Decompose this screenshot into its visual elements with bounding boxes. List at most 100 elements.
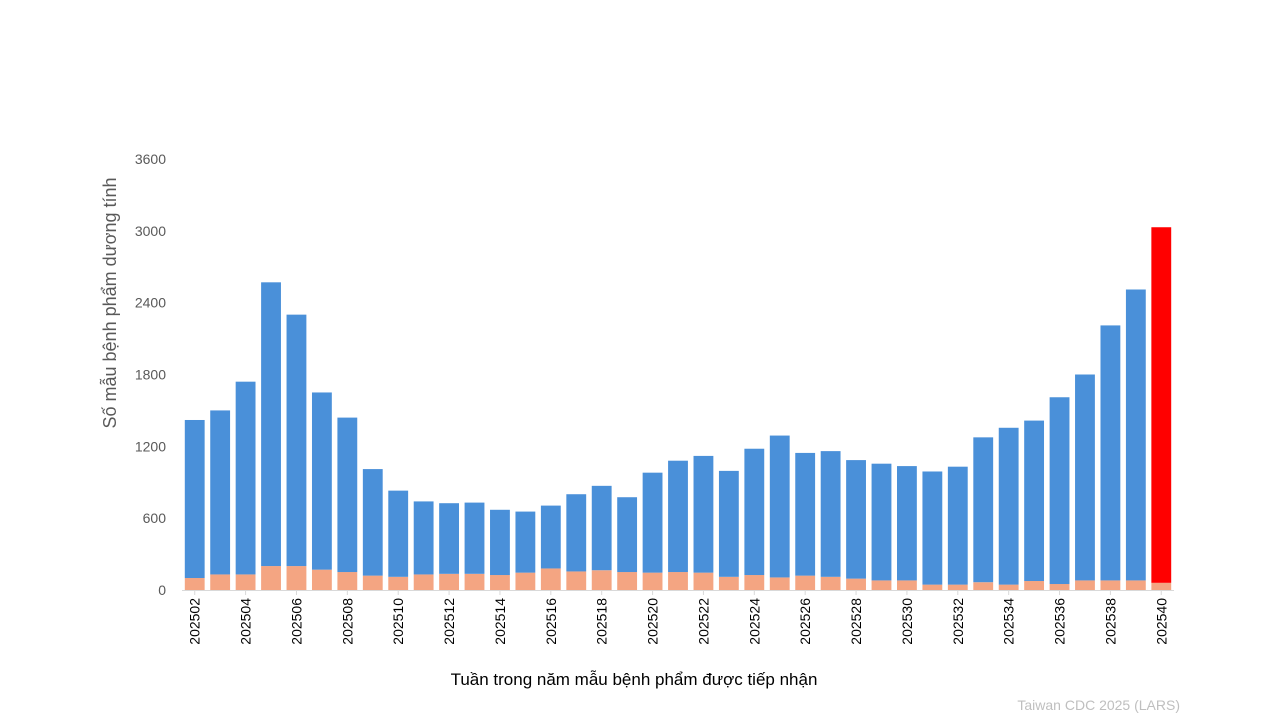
bar-202527-series-2 bbox=[820, 451, 841, 577]
bar-202519-series-2 bbox=[617, 497, 638, 573]
x-tick-label: 202512 bbox=[441, 598, 457, 645]
bar-202520-series-2 bbox=[642, 472, 663, 573]
bar-202537-series-1 bbox=[1075, 580, 1095, 590]
bar-202528-series-1 bbox=[846, 578, 866, 590]
bar-202526-series-2 bbox=[795, 452, 816, 576]
bar-202507-series-2 bbox=[311, 392, 332, 570]
bar-202522-series-2 bbox=[693, 455, 714, 573]
bar-202502-series-1 bbox=[184, 578, 205, 590]
x-tick-label: 202530 bbox=[899, 598, 915, 645]
bar-202536-series-1 bbox=[1049, 584, 1070, 590]
x-axis-ticks: 202502 202504 202506 202508 202510 202512 2025… bbox=[187, 590, 1169, 645]
bar-202523-series-2 bbox=[718, 470, 739, 577]
bar-202506-series-1 bbox=[286, 566, 307, 590]
x-tick-label: 202504 bbox=[238, 598, 254, 645]
x-tick-label: 202522 bbox=[695, 598, 711, 645]
x-tick-label: 202502 bbox=[187, 598, 203, 645]
bar-202531-series-2 bbox=[922, 471, 943, 585]
y-tick-label: 3600 bbox=[135, 151, 166, 167]
bar-202530-series-1 bbox=[897, 580, 917, 590]
bar-202511-series-1 bbox=[413, 574, 434, 590]
bar-202539-series-2 bbox=[1125, 289, 1146, 581]
x-tick-label: 202516 bbox=[543, 598, 559, 645]
bar-202513-series-2 bbox=[464, 502, 485, 574]
x-tick-label: 202520 bbox=[645, 598, 661, 645]
bar-202505-series-2 bbox=[261, 282, 281, 567]
bar-202512-series-2 bbox=[439, 503, 459, 574]
bar-202516-series-1 bbox=[540, 568, 561, 590]
bar-202517-series-2 bbox=[566, 494, 587, 572]
x-tick-label: 202508 bbox=[339, 598, 355, 645]
y-tick-label: 0 bbox=[158, 582, 166, 598]
bar-202513-series-1 bbox=[464, 573, 485, 590]
bar-202535-series-1 bbox=[1024, 581, 1045, 590]
x-axis-label: Tuần trong năm mẫu bệnh phẩm được tiếp n… bbox=[451, 670, 818, 689]
x-tick-label: 202506 bbox=[289, 598, 305, 645]
bar-202508-series-1 bbox=[337, 572, 358, 590]
bar-202519-series-1 bbox=[617, 572, 638, 590]
bar-202538-series-1 bbox=[1100, 580, 1121, 590]
bar-202530-series-2 bbox=[897, 466, 917, 581]
y-axis-ticks: 0 600 1200 1800 2400 3000 3600 bbox=[135, 151, 166, 598]
bar-202503-series-1 bbox=[210, 574, 231, 590]
bar-202527-series-1 bbox=[820, 576, 841, 590]
bar-202521-series-1 bbox=[668, 572, 688, 590]
bar-202524-series-2 bbox=[744, 448, 765, 576]
bar-202504-series-1 bbox=[235, 574, 256, 590]
x-tick-label: 202518 bbox=[594, 598, 610, 645]
bar-202532-series-2 bbox=[947, 466, 968, 585]
bar-202540-series-2 bbox=[1151, 227, 1172, 583]
y-tick-label: 2400 bbox=[135, 295, 166, 311]
bar-202525-series-2 bbox=[769, 435, 790, 578]
bar-202502-series-2 bbox=[184, 419, 205, 579]
source-note: Taiwan CDC 2025 (LARS) bbox=[1017, 697, 1180, 713]
x-tick-label: 202540 bbox=[1153, 598, 1169, 645]
bar-202534-series-2 bbox=[998, 427, 1019, 585]
y-tick-label: 600 bbox=[143, 510, 167, 526]
bar-202507-series-1 bbox=[311, 569, 332, 590]
bar-202535-series-2 bbox=[1024, 420, 1045, 582]
bar-202505-series-1 bbox=[261, 566, 281, 590]
bar-202508-series-2 bbox=[337, 417, 358, 573]
bar-202518-series-1 bbox=[591, 570, 612, 590]
bar-202511-series-2 bbox=[413, 501, 434, 575]
bar-202514-series-1 bbox=[490, 575, 510, 590]
bar-202509-series-2 bbox=[362, 469, 383, 576]
bar-202540-series-1 bbox=[1151, 582, 1172, 590]
bar-202518-series-2 bbox=[591, 485, 612, 571]
bar-202514-series-2 bbox=[490, 509, 510, 576]
bar-202517-series-1 bbox=[566, 571, 587, 590]
bar-202529-series-2 bbox=[871, 463, 892, 581]
x-tick-label: 202528 bbox=[848, 598, 864, 645]
x-tick-label: 202526 bbox=[797, 598, 813, 645]
x-tick-label: 202538 bbox=[1102, 598, 1118, 645]
y-tick-label: 3000 bbox=[135, 223, 166, 239]
x-tick-label: 202532 bbox=[950, 598, 966, 645]
x-tick-label: 202514 bbox=[492, 598, 508, 645]
bar-202524-series-1 bbox=[744, 575, 765, 590]
bar-202521-series-2 bbox=[668, 460, 688, 573]
bar-202523-series-1 bbox=[718, 576, 739, 590]
bar-202512-series-1 bbox=[439, 573, 459, 590]
bar-202515-series-2 bbox=[515, 511, 536, 573]
bar-202516-series-2 bbox=[540, 505, 561, 569]
bar-202531-series-1 bbox=[922, 584, 943, 590]
bar-202532-series-1 bbox=[947, 584, 968, 590]
y-tick-label: 1200 bbox=[135, 438, 166, 454]
bar-202509-series-1 bbox=[362, 575, 383, 590]
bar-202515-series-1 bbox=[515, 572, 536, 590]
x-tick-label: 202524 bbox=[746, 598, 762, 645]
x-tick-label: 202510 bbox=[390, 598, 406, 645]
bar-202538-series-2 bbox=[1100, 325, 1121, 581]
bar-202528-series-2 bbox=[846, 460, 866, 579]
bar-202503-series-2 bbox=[210, 410, 231, 575]
bar-202506-series-2 bbox=[286, 314, 307, 567]
x-tick-label: 202536 bbox=[1052, 598, 1068, 645]
bar-202534-series-1 bbox=[998, 584, 1019, 590]
y-axis-label: Số mẫu bệnh phẩm dương tính bbox=[99, 177, 120, 428]
bar-202504-series-2 bbox=[235, 381, 256, 575]
bar-202525-series-1 bbox=[769, 577, 790, 590]
bar-202529-series-1 bbox=[871, 580, 892, 590]
bar-202510-series-2 bbox=[388, 490, 409, 577]
